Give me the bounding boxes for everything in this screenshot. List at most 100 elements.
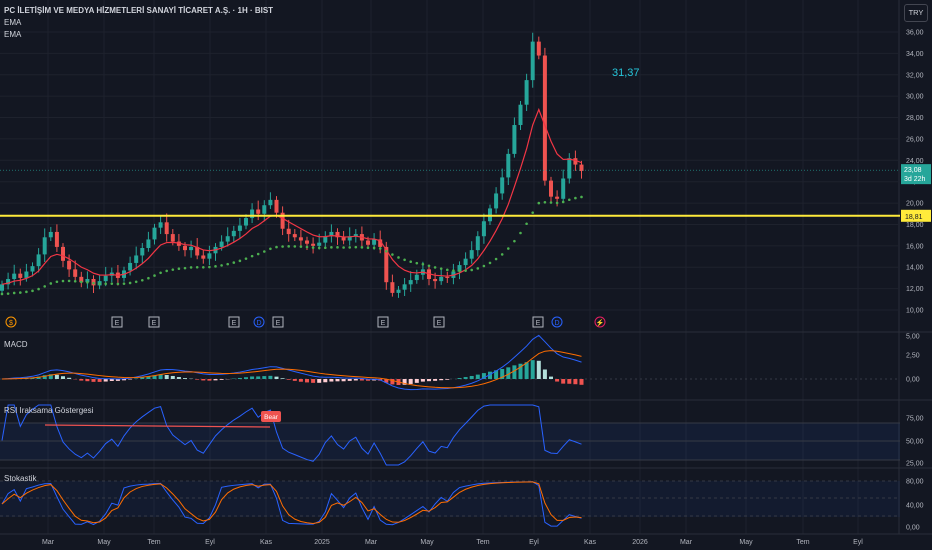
time-tick-label: Mar bbox=[42, 539, 55, 546]
candle-body bbox=[573, 158, 578, 165]
candle-body bbox=[475, 236, 480, 251]
price-tick-label: 12,00 bbox=[906, 286, 924, 293]
time-tick-label: Mar bbox=[365, 539, 378, 546]
macd-histogram-bar bbox=[518, 363, 523, 379]
level-price-text: 18,81 bbox=[905, 214, 923, 221]
ema-slow-dot bbox=[574, 196, 577, 200]
ema-legend-1[interactable]: EMA bbox=[4, 18, 22, 27]
candle-body bbox=[207, 253, 212, 259]
ema-slow-dot bbox=[269, 247, 272, 251]
macd-histogram-bar bbox=[48, 374, 53, 379]
ema-slow-dot bbox=[580, 195, 583, 199]
price-annotation: 31,37 bbox=[612, 67, 640, 79]
macd-label[interactable]: MACD bbox=[4, 340, 28, 349]
ema-slow-dot bbox=[116, 282, 120, 286]
candle-body bbox=[140, 247, 145, 256]
ema-slow-dot bbox=[561, 200, 565, 204]
event-marker-label: E bbox=[276, 320, 281, 327]
candle-body bbox=[262, 205, 267, 214]
ema-slow-dot bbox=[446, 268, 449, 272]
ema-slow-dot bbox=[433, 266, 437, 269]
macd-histogram-bar bbox=[140, 377, 145, 379]
ema-slow-dot bbox=[0, 292, 4, 296]
ema-slow-dot bbox=[134, 280, 138, 284]
macd-histogram-bar bbox=[475, 374, 480, 379]
ema-slow-dot bbox=[250, 254, 254, 258]
macd-histogram-bar bbox=[549, 376, 553, 379]
candle-body bbox=[152, 227, 157, 240]
ema-slow-dot bbox=[31, 289, 34, 293]
candle-body bbox=[67, 260, 72, 270]
event-marker bbox=[148, 316, 160, 328]
event-marker bbox=[5, 316, 17, 328]
ema-slow-dot bbox=[342, 246, 345, 249]
candle-body bbox=[12, 273, 17, 279]
ema-slow-dot bbox=[500, 253, 504, 256]
candle-body bbox=[201, 255, 206, 259]
price-tick-label: 32,00 bbox=[906, 72, 924, 79]
ema-slow-dot bbox=[189, 266, 193, 269]
bear-badge-text: Bear bbox=[264, 414, 279, 421]
ema-slow-dot bbox=[287, 245, 291, 248]
candle-body bbox=[292, 234, 297, 238]
ema-slow-dot bbox=[568, 198, 571, 202]
ema-slow-dot bbox=[476, 267, 480, 270]
candle-body bbox=[469, 250, 474, 259]
ema-legend-2[interactable]: EMA bbox=[4, 30, 22, 39]
stoch-tick-label: 80,00 bbox=[906, 479, 924, 486]
ema-slow-dot bbox=[378, 247, 382, 250]
ema-slow-dot bbox=[470, 268, 474, 272]
macd-histogram-bar bbox=[250, 376, 255, 379]
candle-body bbox=[195, 246, 200, 256]
ema-slow-dot bbox=[403, 258, 406, 262]
candle-body bbox=[103, 275, 108, 282]
candle-body bbox=[256, 209, 261, 214]
ema-slow-dot bbox=[488, 261, 492, 265]
symbol-title[interactable]: PC İLETİŞİM VE MEDYA HİZMETLERİ SANAYİ T… bbox=[4, 6, 274, 15]
ema-slow-dot bbox=[299, 245, 303, 248]
macd-histogram-bar bbox=[481, 373, 486, 379]
macd-histogram-bar bbox=[97, 379, 102, 382]
macd-histogram-bar bbox=[91, 379, 96, 382]
macd-histogram-bar bbox=[561, 379, 566, 384]
ema-slow-dot bbox=[195, 265, 199, 269]
ema-slow-dot bbox=[415, 261, 419, 265]
macd-histogram-bar bbox=[164, 375, 169, 379]
event-marker-label: E bbox=[536, 320, 541, 327]
macd-histogram-bar bbox=[433, 379, 438, 381]
candle-body bbox=[567, 158, 572, 179]
ema-slow-dot bbox=[147, 276, 150, 280]
candle-body bbox=[408, 280, 413, 285]
stoch-tick-label: 40,00 bbox=[906, 503, 924, 510]
ema-slow-dot bbox=[19, 291, 22, 294]
ema-slow-dot bbox=[226, 262, 229, 266]
macd-histogram-bar bbox=[317, 379, 322, 383]
event-marker bbox=[272, 316, 284, 328]
candle-body bbox=[164, 222, 169, 235]
candle-body bbox=[353, 234, 358, 237]
candle-body bbox=[146, 239, 151, 248]
currency-button[interactable]: TRY bbox=[904, 4, 928, 22]
macd-histogram-bar bbox=[555, 379, 560, 382]
event-marker bbox=[253, 316, 265, 328]
stoch-label[interactable]: Stokastik bbox=[4, 474, 37, 483]
candle-body bbox=[0, 284, 4, 291]
candle-body bbox=[225, 236, 230, 242]
event-marker-label: D bbox=[554, 320, 559, 327]
ema-slow-dot bbox=[311, 246, 315, 249]
macd-histogram-bar bbox=[262, 376, 267, 379]
rsi-tick-label: 25,00 bbox=[906, 461, 924, 468]
macd-histogram-bar bbox=[152, 375, 157, 379]
time-tick-label: Tem bbox=[476, 539, 489, 546]
price-tick-label: 34,00 bbox=[906, 51, 924, 58]
rsi-label[interactable]: RSI Iraksama Göstergesi bbox=[4, 406, 94, 415]
candle-body bbox=[244, 218, 248, 226]
candle-body bbox=[329, 231, 334, 237]
ema-slow-dot bbox=[409, 260, 413, 264]
ema-slow-dot bbox=[12, 291, 16, 295]
ema-slow-dot bbox=[43, 285, 46, 288]
macd-histogram-bar bbox=[183, 378, 187, 379]
macd-histogram-bar bbox=[280, 378, 285, 379]
ema-slow-dot bbox=[525, 222, 528, 226]
